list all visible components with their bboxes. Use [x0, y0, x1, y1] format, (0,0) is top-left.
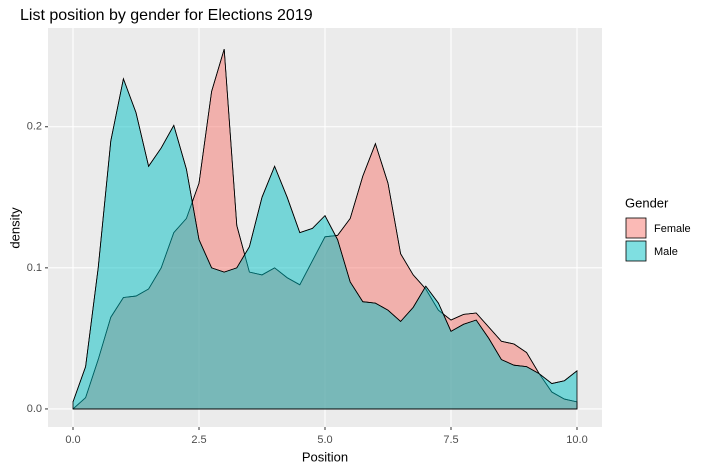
x-tick-label: 7.5 — [443, 434, 458, 446]
legend-key — [625, 240, 647, 262]
legend-label: Female — [654, 223, 691, 235]
y-axis-label: density — [7, 207, 22, 249]
legend-key — [625, 217, 647, 239]
y-tick-label: 0.2 — [27, 121, 42, 133]
density-line — [72, 77, 578, 403]
y-tick-label: 0.0 — [27, 403, 42, 415]
x-tick-label: 5.0 — [317, 434, 332, 446]
x-axis-label: Position — [302, 449, 348, 464]
x-tick-label: 10.0 — [566, 434, 587, 446]
x-tick-label: 0.0 — [65, 434, 80, 446]
legend-label: Male — [654, 246, 678, 258]
y-tick-label: 0.1 — [27, 262, 42, 274]
legend-title: Gender — [625, 195, 669, 210]
x-tick-label: 2.5 — [191, 434, 206, 446]
chart-title: List position by gender for Elections 20… — [20, 7, 313, 24]
